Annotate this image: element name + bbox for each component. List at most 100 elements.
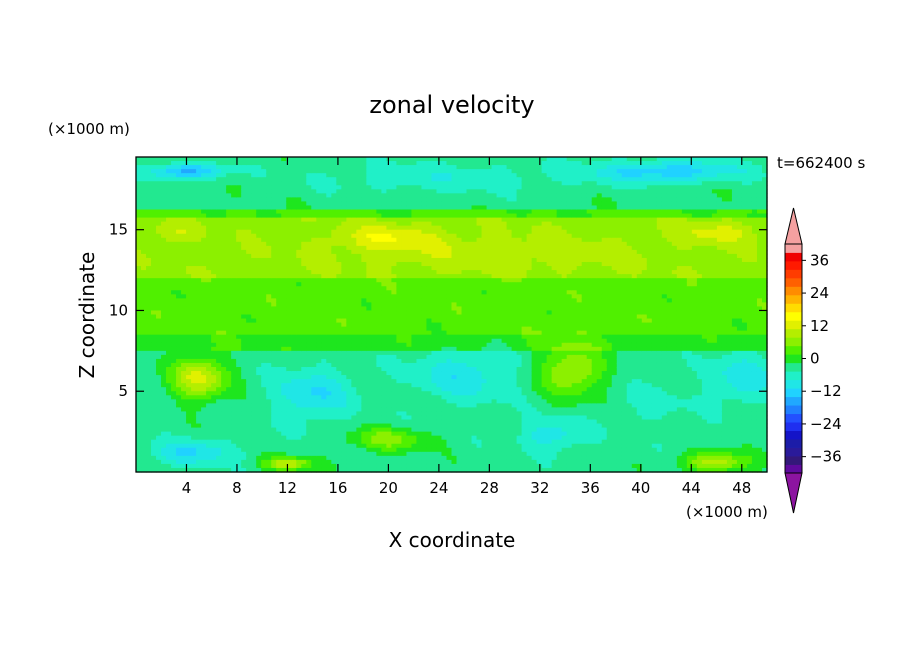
field-cell <box>351 201 357 207</box>
field-cell <box>436 346 443 352</box>
field-cell <box>291 282 297 287</box>
field-cell <box>251 181 257 186</box>
field-cell <box>341 241 347 247</box>
field-cell <box>221 253 227 259</box>
field-cell <box>251 362 257 368</box>
field-cell <box>141 177 147 182</box>
field-cell <box>291 290 297 295</box>
field-cell <box>421 379 428 384</box>
field-cell <box>446 217 453 223</box>
field-cell <box>136 354 142 360</box>
field-cell <box>306 387 312 392</box>
field-cell <box>231 237 237 243</box>
field-cell <box>371 443 377 449</box>
field-cell <box>191 225 197 231</box>
field-cell <box>221 233 227 239</box>
field-cell <box>396 233 403 239</box>
field-cell <box>406 423 413 429</box>
field-cell <box>271 205 277 211</box>
field-cell <box>261 278 267 283</box>
field-cell <box>371 213 377 219</box>
field-cell <box>161 447 167 453</box>
field-cell <box>246 435 252 441</box>
field-cell <box>141 322 147 328</box>
field-cell <box>326 278 332 283</box>
field-cell <box>256 185 262 190</box>
field-cell <box>246 407 252 413</box>
field-cell <box>236 334 242 340</box>
field-cell <box>221 379 227 384</box>
field-cell <box>206 286 212 291</box>
field-cell <box>311 253 317 259</box>
field-cell <box>371 415 377 421</box>
field-cell <box>226 342 232 348</box>
field-cell <box>406 334 413 340</box>
field-cell <box>321 342 327 348</box>
field-cell <box>216 302 222 308</box>
field-cell <box>321 387 327 392</box>
field-cell <box>191 241 197 247</box>
field-cell <box>416 302 423 308</box>
field-cell <box>271 350 277 356</box>
field-cell <box>396 334 403 340</box>
field-cell <box>141 379 147 384</box>
field-cell <box>191 245 197 251</box>
field-cell <box>301 467 307 473</box>
field-cell <box>296 173 302 178</box>
field-cell <box>191 306 197 312</box>
field-cell <box>201 306 207 312</box>
field-cell <box>356 399 362 404</box>
field-cell <box>291 375 297 380</box>
field-cell <box>346 431 352 437</box>
field-cell <box>351 443 357 449</box>
field-cell <box>281 447 287 453</box>
field-cell <box>346 253 352 259</box>
field-cell <box>436 221 443 227</box>
field-cell <box>201 350 207 356</box>
field-cell <box>346 209 352 215</box>
field-cell <box>321 249 327 255</box>
field-cell <box>256 423 262 429</box>
field-cell <box>266 249 272 255</box>
field-cell <box>246 362 252 368</box>
field-cell <box>341 415 347 421</box>
field-cell <box>281 314 287 320</box>
field-cell <box>341 189 347 194</box>
field-cell <box>336 346 342 352</box>
field-cell <box>366 371 372 376</box>
field-cell <box>146 395 152 400</box>
field-cell <box>341 447 347 453</box>
field-cell <box>286 439 292 445</box>
field-cell <box>406 310 413 316</box>
field-cell <box>261 193 267 198</box>
field-cell <box>336 189 342 194</box>
field-cell <box>396 278 403 283</box>
field-cell <box>261 375 267 380</box>
field-cell <box>396 467 403 473</box>
field-cell <box>206 165 212 170</box>
field-cell <box>326 342 332 348</box>
field-cell <box>271 270 277 275</box>
field-cell <box>351 257 357 263</box>
field-cell <box>361 173 367 178</box>
field-cell <box>291 306 297 312</box>
field-cell <box>196 294 202 299</box>
field-cell <box>236 338 242 344</box>
field-cell <box>351 157 357 162</box>
field-cell <box>251 395 257 400</box>
field-cell <box>136 282 142 287</box>
field-cell <box>351 229 357 235</box>
field-cell <box>236 371 242 376</box>
field-cell <box>281 399 287 404</box>
field-cell <box>391 286 398 291</box>
field-cell <box>386 262 393 267</box>
field-cell <box>391 233 398 239</box>
field-cell <box>316 399 322 404</box>
field-cell <box>241 233 247 239</box>
field-cell <box>406 165 413 170</box>
field-cell <box>241 371 247 376</box>
field-cell <box>281 342 287 348</box>
field-cell <box>416 455 423 461</box>
field-cell <box>136 459 142 465</box>
field-cell <box>331 447 337 453</box>
